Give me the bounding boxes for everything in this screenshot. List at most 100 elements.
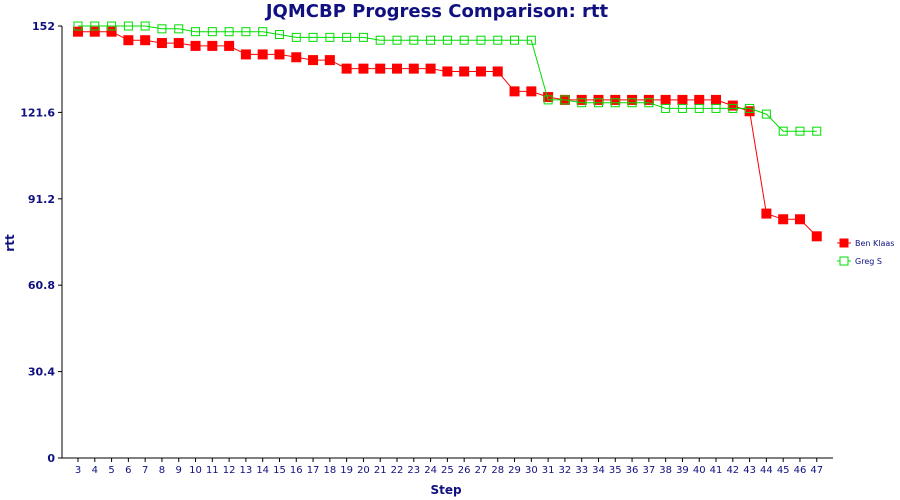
data-point bbox=[627, 98, 637, 108]
data-point bbox=[123, 35, 134, 46]
data-point bbox=[694, 94, 705, 105]
data-point bbox=[794, 214, 805, 225]
x-tick-label: 33 bbox=[575, 465, 588, 476]
x-tick-label: 28 bbox=[491, 465, 504, 476]
data-point bbox=[543, 95, 553, 105]
data-point bbox=[224, 27, 234, 37]
data-point bbox=[761, 208, 772, 219]
data-point bbox=[375, 63, 386, 74]
x-tick-label: 45 bbox=[777, 465, 790, 476]
x-tick-label: 7 bbox=[142, 465, 148, 476]
x-tick-label: 9 bbox=[176, 465, 182, 476]
data-point bbox=[778, 126, 788, 136]
x-tick-label: 12 bbox=[223, 465, 236, 476]
x-tick-label: 17 bbox=[307, 465, 320, 476]
data-point bbox=[661, 103, 671, 113]
data-point bbox=[274, 30, 284, 40]
x-tick-label: 15 bbox=[273, 465, 286, 476]
x-tick-label: 43 bbox=[743, 465, 756, 476]
data-point bbox=[156, 38, 167, 49]
x-tick-label: 44 bbox=[760, 465, 773, 476]
data-point bbox=[459, 35, 469, 45]
series-layer bbox=[73, 21, 822, 242]
y-tick-label: 152 bbox=[32, 20, 55, 33]
data-point bbox=[526, 35, 536, 45]
x-tick-label: 16 bbox=[290, 465, 303, 476]
data-point bbox=[476, 35, 486, 45]
data-point bbox=[510, 35, 520, 45]
x-tick-label: 4 bbox=[92, 465, 98, 476]
data-point bbox=[509, 86, 520, 97]
data-point bbox=[442, 35, 452, 45]
x-tick-label: 11 bbox=[206, 465, 219, 476]
data-point bbox=[677, 94, 688, 105]
data-point bbox=[728, 103, 738, 113]
data-point bbox=[711, 103, 721, 113]
x-tick-label: 13 bbox=[240, 465, 253, 476]
data-point bbox=[426, 35, 436, 45]
data-point bbox=[392, 35, 402, 45]
data-point bbox=[475, 66, 486, 77]
data-point bbox=[90, 21, 100, 31]
y-axis-label: rtt bbox=[3, 234, 17, 252]
x-tick-label: 34 bbox=[592, 465, 605, 476]
data-point bbox=[190, 40, 201, 51]
data-point bbox=[191, 27, 201, 37]
x-tick-label: 6 bbox=[125, 465, 131, 476]
x-tick-label: 39 bbox=[676, 465, 689, 476]
series-line bbox=[78, 31, 818, 237]
data-point bbox=[173, 38, 184, 49]
x-tick-label: 46 bbox=[794, 465, 807, 476]
data-point bbox=[341, 63, 352, 74]
data-point bbox=[358, 32, 368, 42]
data-point bbox=[442, 66, 453, 77]
data-point bbox=[274, 49, 285, 60]
data-point bbox=[140, 35, 151, 46]
legend: Ben Klaas Greg S bbox=[837, 238, 894, 266]
data-point bbox=[140, 21, 150, 31]
data-point bbox=[241, 27, 251, 37]
data-point bbox=[644, 98, 654, 108]
data-point bbox=[258, 27, 268, 37]
x-tick-label: 20 bbox=[357, 465, 370, 476]
data-point bbox=[291, 52, 302, 63]
data-point bbox=[577, 98, 587, 108]
data-point bbox=[107, 21, 117, 31]
x-tick-label: 42 bbox=[726, 465, 739, 476]
data-point bbox=[560, 95, 570, 105]
data-point bbox=[325, 32, 335, 42]
series-line bbox=[78, 25, 817, 132]
x-tick-label: 37 bbox=[642, 465, 655, 476]
y-tick-label: 91.2 bbox=[28, 193, 55, 206]
data-point bbox=[409, 35, 419, 45]
x-tick-label: 10 bbox=[189, 465, 202, 476]
data-point bbox=[392, 63, 403, 74]
x-tick-label: 21 bbox=[374, 465, 387, 476]
y-tick-label: 60.8 bbox=[28, 279, 55, 292]
x-tick-label: 18 bbox=[323, 465, 336, 476]
x-tick-label: 5 bbox=[108, 465, 114, 476]
data-point bbox=[425, 63, 436, 74]
data-point bbox=[207, 40, 218, 51]
x-tick-label: 36 bbox=[626, 465, 639, 476]
data-point bbox=[459, 66, 470, 77]
x-tick-label: 38 bbox=[659, 465, 672, 476]
x-tick-label: 27 bbox=[475, 465, 488, 476]
data-point bbox=[73, 21, 83, 31]
data-point bbox=[745, 103, 755, 113]
x-tick-label: 25 bbox=[441, 465, 454, 476]
data-point bbox=[123, 21, 133, 31]
data-point bbox=[324, 55, 335, 66]
x-tick-label: 24 bbox=[424, 465, 437, 476]
x-axis-label: Step bbox=[430, 483, 462, 497]
y-tick-label: 30.4 bbox=[28, 366, 55, 379]
data-point bbox=[493, 35, 503, 45]
data-point bbox=[308, 55, 319, 66]
data-point bbox=[358, 63, 369, 74]
data-point bbox=[677, 103, 687, 113]
legend-marker bbox=[839, 256, 849, 266]
data-point bbox=[174, 24, 184, 34]
data-point bbox=[308, 32, 318, 42]
